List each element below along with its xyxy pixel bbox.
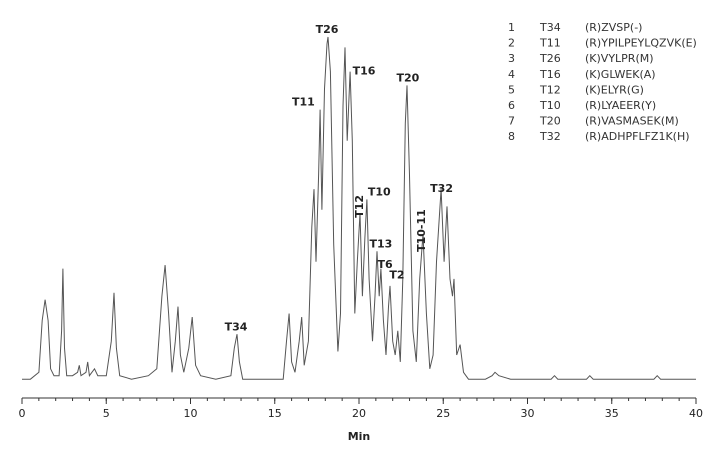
- x-tick-label: 35: [605, 407, 619, 420]
- peak-table-cell: T10: [539, 99, 561, 112]
- peak-label: T16: [353, 65, 376, 78]
- peak-table-cell: 6: [508, 99, 515, 112]
- x-tick-label: 40: [689, 407, 703, 420]
- peak-label: T20: [396, 71, 419, 84]
- x-tick-label: 0: [19, 407, 26, 420]
- peak-label: T10-11: [415, 209, 428, 252]
- x-tick-label: 20: [352, 407, 366, 420]
- peak-label: T13: [369, 237, 392, 250]
- chromatogram-trace: [22, 36, 696, 380]
- peak-table-cell: T11: [539, 37, 561, 50]
- peak-label: T26: [316, 23, 339, 36]
- peak-label: T2: [389, 268, 404, 281]
- peak-table-cell: T34: [539, 21, 561, 34]
- peak-table-cell: 5: [508, 83, 515, 96]
- peak-table-cell: (K)VYLPR(M): [585, 52, 654, 65]
- peak-label: T10: [368, 186, 391, 199]
- peak-table-cell: 4: [508, 68, 515, 81]
- x-axis-label: Min: [348, 430, 371, 443]
- x-tick-label: 15: [268, 407, 282, 420]
- x-tick-label: 10: [184, 407, 198, 420]
- peak-table-cell: (R)ADHPFLFZ1K(H): [585, 130, 690, 143]
- peak-table-cell: 1: [508, 21, 515, 34]
- peak-table-cell: (R)LYAEER(Y): [585, 99, 656, 112]
- peak-table-cell: T32: [539, 130, 561, 143]
- peak-label: T12: [353, 195, 366, 218]
- peak-table-cell: T20: [539, 115, 561, 128]
- peak-label: T6: [378, 258, 394, 271]
- peak-label: T34: [225, 320, 248, 333]
- peak-table-cell: 8: [508, 130, 515, 143]
- peak-table-cell: (R)ZVSP(-): [585, 21, 642, 34]
- peak-table-cell: (K)ELYR(G): [585, 83, 644, 96]
- peak-table-cell: (R)YPILPEYLQZVK(E): [585, 37, 697, 50]
- peak-table-cell: 2: [508, 37, 515, 50]
- x-tick-label: 5: [103, 407, 110, 420]
- x-tick-label: 30: [521, 407, 535, 420]
- peak-table-cell: T26: [539, 52, 561, 65]
- peak-table-cell: (R)VASMASEK(M): [585, 115, 679, 128]
- peak-table-cell: (K)GLWEK(A): [585, 68, 656, 81]
- peak-table-cell: 3: [508, 52, 515, 65]
- peak-label: T11: [292, 96, 315, 109]
- x-tick-label: 25: [436, 407, 450, 420]
- peak-table-cell: T12: [539, 83, 561, 96]
- peak-label: T32: [430, 182, 453, 195]
- peak-table-cell: 7: [508, 115, 515, 128]
- peak-table-cell: T16: [539, 68, 561, 81]
